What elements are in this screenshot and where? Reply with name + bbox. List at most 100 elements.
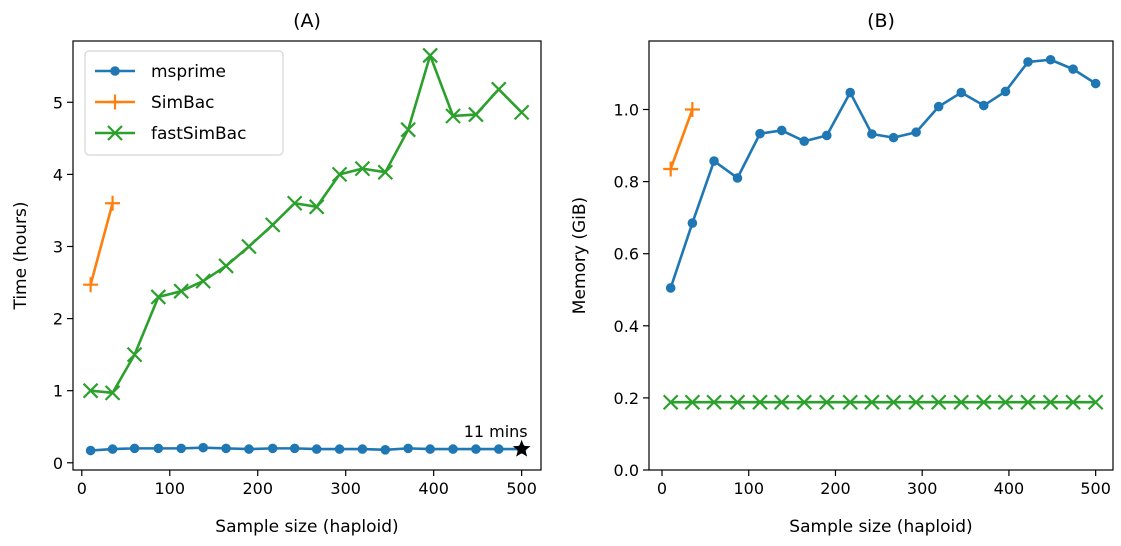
y-tick-label: 0	[53, 454, 63, 473]
data-point-fastsimbac	[468, 106, 484, 123]
y-tick-label: 1	[53, 382, 63, 401]
data-point-fastsimbac	[1042, 394, 1059, 411]
data-point-msprime	[1000, 86, 1011, 97]
y-axis-label: Time (hours)	[11, 201, 31, 310]
x-tick-label: 200	[242, 479, 273, 498]
data-point-msprime	[403, 443, 413, 454]
data-point-msprime	[380, 445, 391, 455]
series-line-simbac	[88, 201, 115, 287]
data-point-msprime	[956, 87, 967, 98]
legend-label: msprime	[151, 62, 226, 82]
x-tick-label: 400	[994, 479, 1025, 498]
data-point-fastsimbac	[842, 394, 858, 411]
data-point-fastsimbac	[490, 81, 507, 98]
data-point-fastsimbac	[706, 394, 722, 411]
x-tick-label: 400	[418, 479, 449, 498]
x-tick-label: 0	[657, 479, 667, 498]
data-point-msprime	[85, 445, 96, 456]
series-line-msprime	[669, 58, 1098, 290]
data-point-msprime	[107, 444, 118, 454]
y-tick-label: 4	[53, 165, 63, 184]
data-point-fastsimbac	[997, 394, 1014, 411]
data-point-fastsimbac	[308, 199, 325, 215]
data-point-simbac	[105, 195, 121, 211]
data-point-msprime	[799, 136, 810, 147]
legend-label: SimBac	[151, 93, 215, 113]
data-point-fastsimbac	[953, 394, 970, 411]
x-tick-label: 500	[1080, 479, 1111, 498]
data-point-simbac	[663, 161, 679, 177]
legend-label: fastSimBac	[151, 124, 246, 144]
data-point-fastsimbac	[1087, 394, 1104, 411]
data-point-msprime	[687, 218, 698, 228]
data-point-msprime	[755, 128, 765, 139]
data-point-fastsimbac	[218, 258, 234, 274]
y-tick-label: 0.0	[614, 461, 639, 480]
data-point-fastsimbac	[1065, 394, 1081, 411]
data-point-fastsimbac	[331, 166, 348, 183]
data-point-fastsimbac	[445, 108, 461, 124]
data-point-fastsimbac	[422, 47, 438, 64]
data-point-msprime	[845, 87, 856, 98]
data-point-fastsimbac	[126, 346, 143, 363]
legend-box	[84, 50, 284, 156]
data-point-msprime	[311, 444, 322, 454]
data-point-msprime	[448, 444, 458, 454]
data-point-msprime	[1045, 54, 1056, 65]
data-point-msprime	[267, 443, 278, 454]
data-point-fastsimbac	[264, 217, 281, 233]
panel-title: (B)	[867, 10, 895, 32]
panel-a: 11 mins 0 100 200 300 400 500 0 1 2 3 4 5 (A) Sample s…	[11, 10, 542, 537]
data-point-fastsimbac	[662, 394, 679, 411]
data-point-simbac	[83, 277, 99, 293]
data-point-msprime	[1023, 57, 1033, 67]
y-axis-label: Memory (GiB)	[570, 197, 590, 314]
data-point-fastsimbac	[104, 385, 121, 401]
data-point-fastsimbac	[930, 394, 947, 411]
data-point-msprime	[425, 444, 435, 454]
data-point-fastsimbac	[354, 160, 371, 177]
data-point-msprime	[821, 130, 832, 141]
x-tick-label: 100	[733, 479, 764, 498]
data-point-fastsimbac	[286, 195, 303, 212]
y-tick-label: 1.0	[614, 100, 639, 119]
data-point-msprime	[776, 125, 787, 136]
y-tick-label: 0.4	[614, 317, 639, 336]
legend-item-simbac: SimBac	[95, 93, 215, 113]
data-point-fastsimbac	[377, 164, 394, 181]
data-point-msprime	[493, 444, 504, 454]
data-point-msprime	[289, 443, 300, 454]
data-point-fastsimbac	[864, 394, 880, 411]
data-point-fastsimbac	[173, 283, 189, 299]
x-tick-label: 100	[154, 479, 185, 498]
series-line-fastsimbac	[89, 54, 524, 395]
data-point-fastsimbac	[684, 394, 701, 411]
data-point-msprime	[357, 444, 368, 454]
panel-title: (A)	[293, 10, 321, 32]
data-point-fastsimbac	[195, 273, 211, 289]
data-point-fastsimbac	[513, 104, 530, 121]
data-point-fastsimbac	[773, 394, 790, 411]
legend-marker-msprime	[110, 66, 120, 76]
data-point-fastsimbac	[975, 394, 992, 411]
y-tick-label: 2	[53, 310, 63, 329]
x-axis-label: Sample size (haploid)	[215, 517, 398, 537]
x-tick-label: 300	[330, 479, 361, 498]
panel-b: 0 100 200 300 400 500 0.0 0.2 0.4 0.6 0.8 1.0 (B) Sam…	[570, 10, 1114, 537]
y-tick-label: 5	[53, 93, 63, 112]
data-point-fastsimbac	[241, 238, 257, 255]
y-tick-label: 3	[53, 237, 63, 256]
data-point-msprime	[709, 156, 719, 166]
data-point-msprime	[153, 443, 164, 454]
data-point-msprime	[1090, 78, 1101, 89]
y-tick-label: 0.8	[614, 173, 639, 192]
data-point-fastsimbac	[150, 289, 167, 305]
data-point-fastsimbac	[729, 394, 746, 411]
data-point-fastsimbac	[1020, 394, 1036, 411]
data-point-fastsimbac	[908, 394, 924, 411]
data-point-msprime	[244, 444, 254, 454]
x-tick-label: 0	[77, 479, 87, 498]
data-point-fastsimbac	[885, 394, 902, 411]
data-point-fastsimbac	[796, 394, 813, 411]
